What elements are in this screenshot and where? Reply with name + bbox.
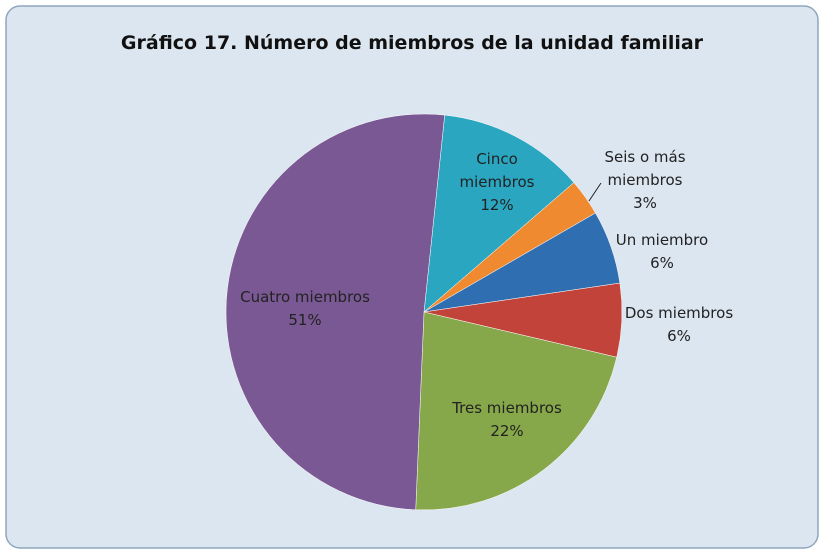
value-label: 12% bbox=[480, 196, 514, 214]
slice-label: Un miembro 6% bbox=[607, 229, 717, 275]
category-label: Seis o más miembros bbox=[604, 148, 686, 189]
slice-label: Cinco miembros 12% bbox=[452, 148, 542, 217]
category-label: Dos miembros bbox=[624, 304, 734, 322]
category-label: Un miembro bbox=[615, 231, 709, 249]
value-label: 3% bbox=[633, 194, 657, 212]
slice-label: Dos miembros 6% bbox=[614, 302, 744, 348]
value-label: 6% bbox=[650, 254, 674, 272]
leader-line bbox=[588, 182, 602, 202]
pie-slice bbox=[225, 113, 445, 511]
chart-title: Gráfico 17. Número de miembros de la uni… bbox=[120, 32, 704, 54]
value-label: 6% bbox=[667, 327, 691, 345]
slice-label: Cuatro miembros 51% bbox=[230, 286, 380, 332]
value-label: 22% bbox=[490, 422, 524, 440]
category-label: Tres miembros bbox=[452, 399, 562, 417]
slice-label: Seis o más miembros 3% bbox=[595, 146, 695, 215]
pie-slice bbox=[423, 114, 575, 313]
category-label: Cuatro miembros bbox=[240, 288, 370, 306]
slice-label: Tres miembros 22% bbox=[442, 397, 572, 443]
category-label: Cinco miembros bbox=[459, 150, 535, 191]
pie-slice bbox=[415, 311, 618, 511]
value-label: 51% bbox=[288, 311, 322, 329]
